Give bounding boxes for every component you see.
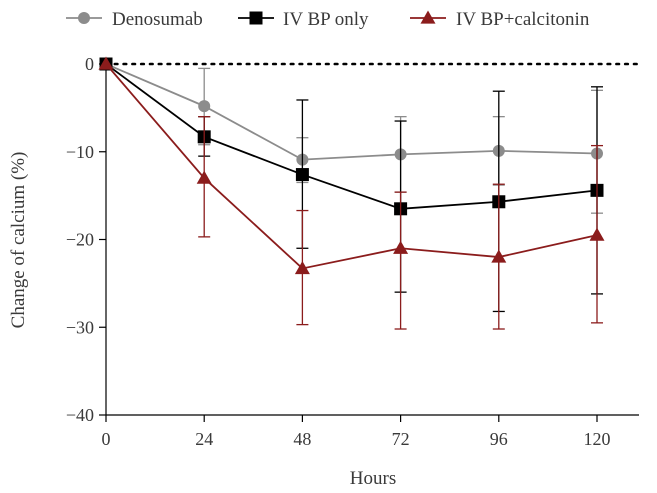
data-point xyxy=(295,168,309,182)
data-point xyxy=(98,56,114,70)
series-line xyxy=(105,63,598,210)
data-point xyxy=(491,249,507,263)
y-axis-label: Change of calcium (%) xyxy=(8,152,29,329)
x-tick-label: 96 xyxy=(490,429,508,449)
legend-label: IV BP+calcitonin xyxy=(456,9,590,30)
legend-item: IV BP only xyxy=(238,9,369,30)
data-point xyxy=(393,240,409,254)
ticks: 0 −10 −20 −30 −40 0 24 48 72 96 120 xyxy=(66,54,611,449)
y-tick-label: −30 xyxy=(66,317,94,337)
legend-marker xyxy=(420,10,436,24)
legend: Denosumab IV BP only IV BP+calcitonin xyxy=(66,9,590,30)
series-triangle xyxy=(98,56,605,330)
legend-item: IV BP+calcitonin xyxy=(410,9,590,30)
x-tick-label: 120 xyxy=(584,429,611,449)
legend-marker xyxy=(78,12,90,24)
legend-label: Denosumab xyxy=(112,9,203,30)
y-tick-label: 0 xyxy=(85,54,94,74)
data-point xyxy=(294,260,310,275)
x-axis-label: Hours xyxy=(350,468,396,489)
y-tick-label: −10 xyxy=(66,142,94,162)
y-tick-label: −40 xyxy=(66,405,94,425)
x-tick-label: 0 xyxy=(102,429,111,449)
series-group xyxy=(98,56,605,330)
legend-label: IV BP only xyxy=(283,9,369,30)
legend-marker xyxy=(249,11,263,25)
data-point xyxy=(589,227,605,241)
data-point xyxy=(198,100,211,113)
error-bar xyxy=(394,191,407,330)
series-line xyxy=(105,63,598,270)
legend-item: Denosumab xyxy=(66,9,203,30)
x-tick-label: 24 xyxy=(195,429,213,449)
axes xyxy=(105,64,639,416)
y-tick-label: −20 xyxy=(66,230,94,250)
x-tick-label: 72 xyxy=(392,429,410,449)
series-circle xyxy=(100,58,603,214)
series-square xyxy=(99,57,604,313)
x-tick-label: 48 xyxy=(293,429,311,449)
data-point xyxy=(196,170,212,184)
series-line xyxy=(105,63,598,161)
